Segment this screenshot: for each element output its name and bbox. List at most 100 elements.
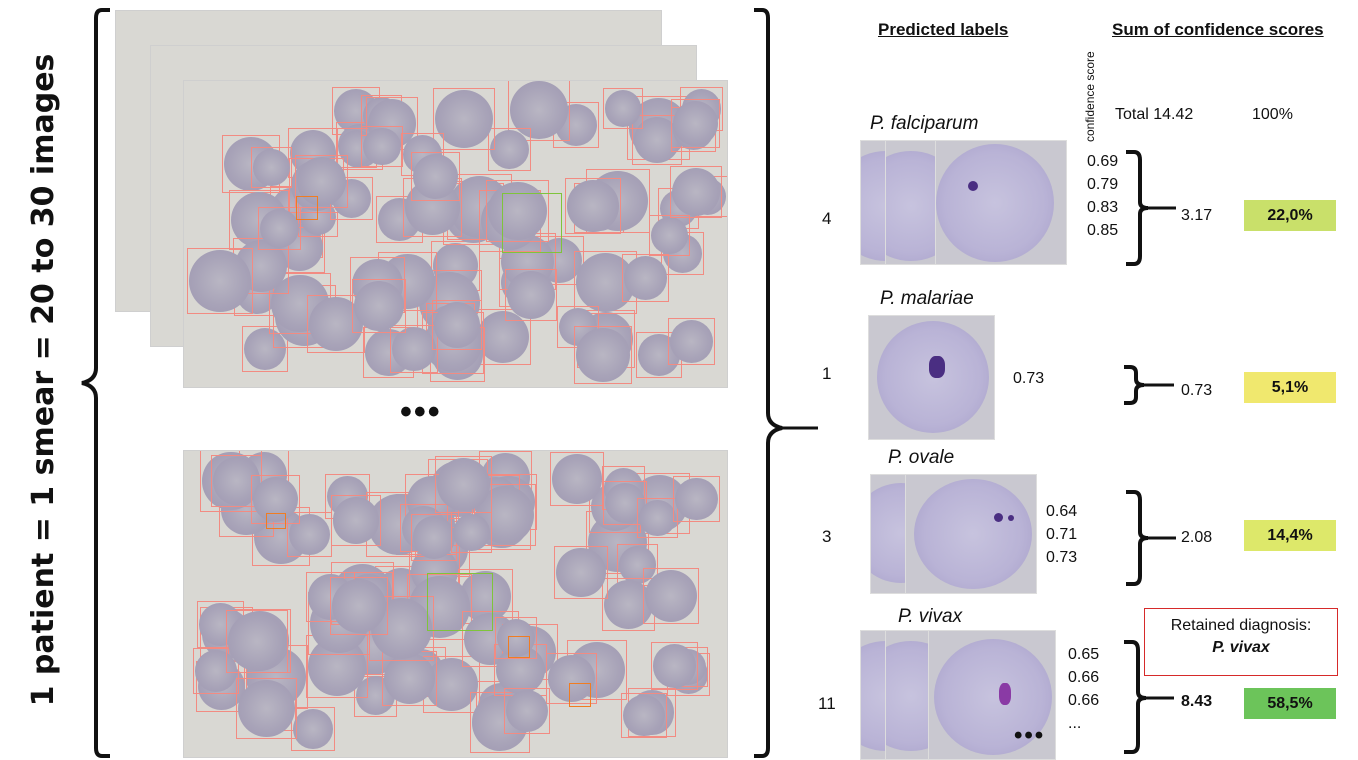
red-blood-cell bbox=[623, 695, 665, 737]
detection-box bbox=[505, 269, 557, 322]
red-blood-cell bbox=[603, 580, 653, 630]
detection-box bbox=[257, 206, 301, 250]
red-blood-cell bbox=[259, 208, 299, 248]
total-value: Total 14.42 bbox=[1115, 106, 1194, 123]
detection-box bbox=[486, 180, 549, 243]
detection-box bbox=[410, 152, 461, 202]
red-blood-cell bbox=[633, 117, 681, 164]
total-percent: 100% bbox=[1252, 106, 1293, 123]
detection-box bbox=[433, 87, 496, 150]
sum-malariae: 0.73 bbox=[1181, 382, 1213, 399]
red-blood-cell bbox=[435, 89, 494, 148]
red-blood-cell bbox=[253, 149, 290, 186]
count-vivax: 11 bbox=[818, 694, 836, 713]
red-blood-cell bbox=[453, 514, 490, 551]
detection-box bbox=[295, 154, 348, 208]
platelet-detection-box bbox=[266, 513, 286, 529]
red-blood-cell bbox=[488, 182, 547, 241]
platelet-detection-box bbox=[569, 683, 591, 707]
detection-box bbox=[649, 214, 690, 256]
retained-diagnosis-label: Retained diagnosis: bbox=[1170, 617, 1312, 634]
red-blood-cell bbox=[623, 256, 668, 300]
detection-box bbox=[643, 567, 700, 625]
detection-box bbox=[330, 495, 381, 546]
detection-box bbox=[621, 254, 670, 302]
sum-falciparum: 3.17 bbox=[1181, 207, 1213, 224]
images-ellipsis: ••• bbox=[400, 393, 442, 431]
red-blood-cell bbox=[605, 483, 646, 524]
red-blood-cell bbox=[675, 477, 719, 521]
detection-box bbox=[621, 693, 667, 739]
species-ovale: P. ovale bbox=[888, 447, 955, 468]
red-blood-cell bbox=[505, 689, 548, 732]
red-blood-cell bbox=[363, 127, 401, 165]
red-blood-cell bbox=[237, 679, 296, 738]
detection-box bbox=[330, 576, 389, 635]
sum-confidence-header: Sum of confidence scores bbox=[1112, 20, 1324, 39]
thumb-vivax bbox=[928, 630, 1056, 760]
detection-box bbox=[565, 178, 621, 234]
red-blood-cell bbox=[253, 477, 299, 523]
red-blood-cell bbox=[567, 180, 619, 232]
detection-box bbox=[508, 81, 570, 142]
red-blood-cell bbox=[618, 546, 657, 584]
thumb-malariae bbox=[868, 315, 995, 440]
scores-vivax: 0.65 0.66 0.66... bbox=[1068, 646, 1100, 732]
scores-ovale: 0.64 0.71 0.73 bbox=[1046, 503, 1078, 566]
red-blood-cell bbox=[227, 612, 286, 671]
red-blood-cell bbox=[651, 216, 688, 254]
red-blood-cell bbox=[332, 578, 387, 633]
pct-ovale: 14,4% bbox=[1244, 520, 1336, 551]
count-malariae: 1 bbox=[822, 364, 832, 383]
detection-box bbox=[671, 99, 720, 148]
detection-box bbox=[434, 455, 492, 513]
red-blood-cell bbox=[669, 320, 713, 364]
red-blood-cell bbox=[189, 250, 251, 312]
detection-box bbox=[602, 87, 644, 129]
confidence-score-label: confidence score bbox=[1083, 51, 1097, 142]
parasite-detection-box bbox=[427, 573, 493, 631]
detection-box bbox=[650, 642, 699, 691]
red-blood-cell bbox=[244, 328, 287, 370]
detection-box bbox=[554, 545, 608, 600]
red-blood-cell bbox=[673, 101, 718, 146]
left-brace bbox=[81, 8, 110, 758]
red-blood-cell bbox=[354, 280, 405, 331]
red-blood-cell bbox=[547, 655, 595, 703]
red-blood-cell bbox=[293, 709, 333, 749]
red-blood-cell bbox=[383, 653, 435, 704]
red-blood-cell bbox=[671, 168, 720, 217]
scores-falciparum: 0.69 0.79 0.83 0.85 bbox=[1087, 153, 1119, 239]
detection-box bbox=[431, 299, 483, 351]
red-blood-cell bbox=[556, 547, 606, 598]
detection-box bbox=[251, 475, 301, 525]
red-blood-cell bbox=[639, 499, 676, 537]
detection-box bbox=[667, 318, 715, 366]
detection-box bbox=[669, 166, 722, 219]
detection-box bbox=[574, 326, 632, 384]
detection-box bbox=[225, 610, 288, 673]
red-blood-cell bbox=[194, 650, 237, 692]
pct-vivax: 58,5% bbox=[1244, 688, 1336, 719]
parasite-detection-box bbox=[502, 193, 562, 253]
thumb-ellipsis: ••• bbox=[1014, 722, 1046, 749]
red-blood-cell bbox=[489, 129, 530, 170]
smear-image-bottom bbox=[183, 450, 728, 758]
detection-box bbox=[287, 511, 333, 557]
scores-malariae: 0.73 bbox=[1013, 370, 1045, 387]
sum-ovale: 2.08 bbox=[1181, 529, 1213, 546]
red-blood-cell bbox=[412, 516, 456, 559]
red-blood-cell bbox=[604, 89, 642, 127]
red-blood-cell bbox=[552, 454, 603, 504]
sum-vivax: 8.43 bbox=[1181, 693, 1213, 710]
red-blood-cell bbox=[496, 619, 535, 658]
detection-box bbox=[291, 707, 335, 751]
red-blood-cell bbox=[297, 156, 346, 206]
detection-box bbox=[235, 677, 298, 740]
thumb-falciparum bbox=[935, 140, 1067, 265]
retained-diagnosis-value: P. vivax bbox=[1212, 639, 1270, 656]
red-blood-cell bbox=[510, 81, 568, 140]
red-blood-cell bbox=[332, 497, 379, 544]
detection-box bbox=[451, 512, 492, 553]
count-ovale: 3 bbox=[822, 527, 832, 546]
